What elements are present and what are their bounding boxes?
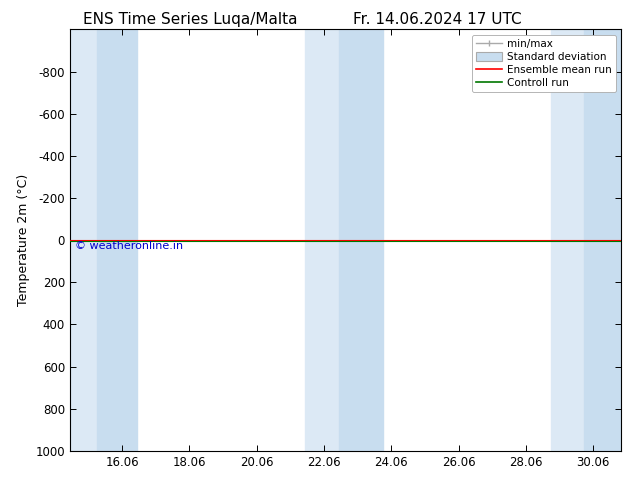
Bar — [551, 29, 585, 451]
Legend: min/max, Standard deviation, Ensemble mean run, Controll run: min/max, Standard deviation, Ensemble me… — [472, 35, 616, 92]
Text: ENS Time Series Luqa/Malta: ENS Time Series Luqa/Malta — [83, 12, 297, 27]
Bar — [339, 29, 382, 451]
Text: © weatheronline.in: © weatheronline.in — [75, 241, 183, 250]
Y-axis label: Temperature 2m (°C): Temperature 2m (°C) — [16, 174, 30, 306]
Bar — [305, 29, 339, 451]
Bar — [96, 29, 137, 451]
Bar — [70, 29, 96, 451]
Text: Fr. 14.06.2024 17 UTC: Fr. 14.06.2024 17 UTC — [353, 12, 522, 27]
Bar — [585, 29, 621, 451]
